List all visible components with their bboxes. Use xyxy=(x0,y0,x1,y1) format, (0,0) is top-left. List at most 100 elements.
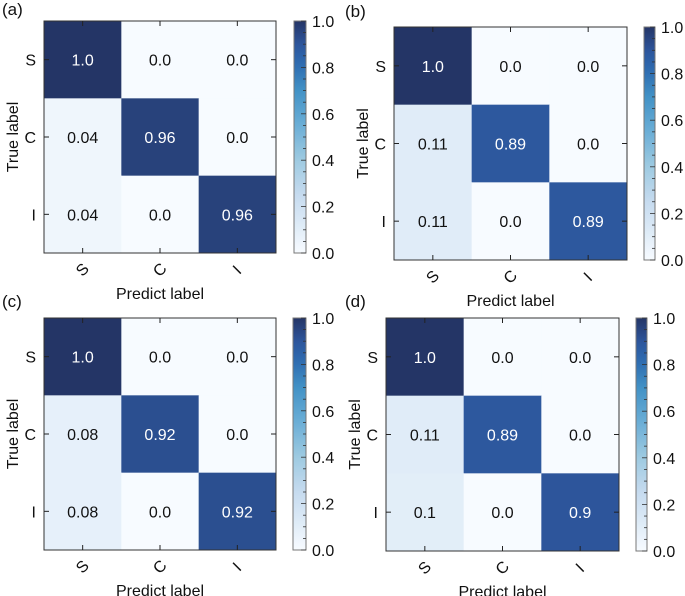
heatmap-cell xyxy=(44,395,122,474)
panel-d: (d) 1.0 0.0 0.0 0.11 0.89 0.0 0.1 0.0 0.9 S S C C I I Pr… xyxy=(345,292,675,596)
cell-value-label: 0.96 xyxy=(144,130,175,147)
heatmap-cell xyxy=(44,21,122,99)
y-tick-label: C xyxy=(366,428,378,445)
cell-value-label: 0.11 xyxy=(410,428,440,445)
colorbar-tick-label: 0.8 xyxy=(312,60,334,77)
cell-value-label: 0.0 xyxy=(499,59,521,76)
colorbar-tick-label: 0.4 xyxy=(653,451,675,468)
heatmap-cell xyxy=(121,175,200,254)
y-tick-label: I xyxy=(32,207,36,224)
colorbar-tick-label: 0.8 xyxy=(312,357,334,374)
x-tick-label: S xyxy=(423,268,443,288)
cell-value-label: 0.11 xyxy=(418,137,448,154)
heatmap-cell xyxy=(386,318,465,397)
heatmap-cell xyxy=(44,175,122,254)
heatmap-cell xyxy=(463,395,542,474)
x-tick-label: I xyxy=(230,560,245,575)
heatmap-cell xyxy=(121,472,200,551)
panel-b: (b) 1.0 0.0 0.0 0.11 0.89 0.0 0.11 0.0 0.89 S S C C I I… xyxy=(345,2,683,310)
cell-value-label: 0.08 xyxy=(67,427,98,444)
heatmap-cell xyxy=(121,318,200,396)
x-axis-title: Predict label xyxy=(116,583,204,596)
x-tick-label: I xyxy=(581,270,596,285)
cell-value-label: 0.9 xyxy=(569,505,591,522)
heatmap-cell xyxy=(394,182,473,261)
cell-value-label: 0.92 xyxy=(222,504,253,521)
cell-value-label: 0.0 xyxy=(491,505,513,522)
colorbar-tick-label: 0.6 xyxy=(312,107,334,124)
x-axis-title: Predict label xyxy=(466,293,554,310)
y-tick-label: S xyxy=(25,53,36,70)
cell-value-label: 0.89 xyxy=(487,428,518,445)
heatmap-cell xyxy=(44,472,122,551)
heatmap-cell xyxy=(541,473,620,552)
colorbar-tick-label: 0.2 xyxy=(312,200,334,217)
cell-value-label: 0.0 xyxy=(149,504,171,521)
colorbar-tick-label: 1.0 xyxy=(312,311,334,328)
panel-label: (d) xyxy=(345,292,366,311)
cell-value-label: 0.0 xyxy=(226,350,248,367)
y-tick-label: S xyxy=(25,350,36,367)
heatmap-cell xyxy=(471,27,550,106)
y-axis-title: True label xyxy=(5,102,22,173)
colorbar-tick-label: 1.0 xyxy=(312,14,334,31)
heatmap-cell xyxy=(394,104,473,183)
panel-label: (b) xyxy=(345,2,366,21)
colorbar-tick-label: 0.0 xyxy=(661,253,683,270)
cell-value-label: 0.0 xyxy=(149,207,171,224)
colorbar-tick-label: 1.0 xyxy=(653,311,675,328)
x-tick-label: I xyxy=(573,561,588,576)
cell-value-label: 0.0 xyxy=(226,427,248,444)
heatmap-cell xyxy=(386,395,465,474)
heatmap-cell xyxy=(198,318,277,396)
cell-value-label: 0.0 xyxy=(226,130,248,147)
y-tick-label: S xyxy=(367,350,378,367)
heatmap-cell xyxy=(198,395,277,474)
colorbar-tick-label: 0.2 xyxy=(653,497,675,514)
heatmap-cell xyxy=(121,21,200,99)
heatmap-cell xyxy=(549,27,628,106)
cell-value-label: 0.0 xyxy=(577,59,599,76)
panel-label: (c) xyxy=(2,292,22,311)
cell-value-label: 0.0 xyxy=(569,350,591,367)
x-tick-label: C xyxy=(501,267,521,287)
cell-value-label: 0.89 xyxy=(495,137,526,154)
y-tick-label: C xyxy=(24,427,36,444)
x-tick-label: I xyxy=(230,263,245,278)
y-axis-title: True label xyxy=(355,108,372,179)
colorbar-tick-label: 0.6 xyxy=(312,404,334,421)
heatmap-cell xyxy=(386,473,465,552)
cell-value-label: 0.96 xyxy=(222,207,253,224)
heatmap-cell xyxy=(471,182,550,261)
y-axis-title: True label xyxy=(347,399,364,470)
x-axis-title: Predict label xyxy=(458,584,546,596)
colorbar-tick-label: 0.4 xyxy=(661,160,683,177)
cell-value-label: 0.11 xyxy=(418,214,448,231)
cell-value-label: 0.0 xyxy=(569,428,591,445)
colorbar-tick-label: 0.8 xyxy=(661,67,683,84)
colorbar-tick-label: 0.6 xyxy=(661,113,683,130)
colorbar-tick-label: 0.4 xyxy=(312,153,334,170)
y-tick-label: I xyxy=(32,504,36,521)
y-tick-label: I xyxy=(374,505,378,522)
heatmap-cell xyxy=(549,182,628,261)
heatmap-cell xyxy=(198,472,277,551)
cell-value-label: 0.0 xyxy=(577,137,599,154)
cell-value-label: 0.0 xyxy=(149,350,171,367)
cell-value-label: 1.0 xyxy=(72,53,94,70)
cell-value-label: 0.08 xyxy=(67,504,98,521)
y-tick-label: I xyxy=(382,214,386,231)
cell-value-label: 0.0 xyxy=(226,53,248,70)
x-tick-label: C xyxy=(493,558,513,578)
colorbar-tick-label: 0.8 xyxy=(653,358,675,375)
heatmap-cell xyxy=(471,104,550,183)
colorbar-tick-label: 0.2 xyxy=(312,497,334,514)
heatmap-cell xyxy=(541,395,620,474)
cell-value-label: 1.0 xyxy=(72,350,94,367)
cell-value-label: 0.0 xyxy=(491,350,513,367)
cell-value-label: 0.0 xyxy=(149,53,171,70)
heatmap-cell xyxy=(541,318,620,397)
x-tick-label: C xyxy=(150,557,170,577)
colorbar-tick-label: 0.0 xyxy=(312,246,334,263)
